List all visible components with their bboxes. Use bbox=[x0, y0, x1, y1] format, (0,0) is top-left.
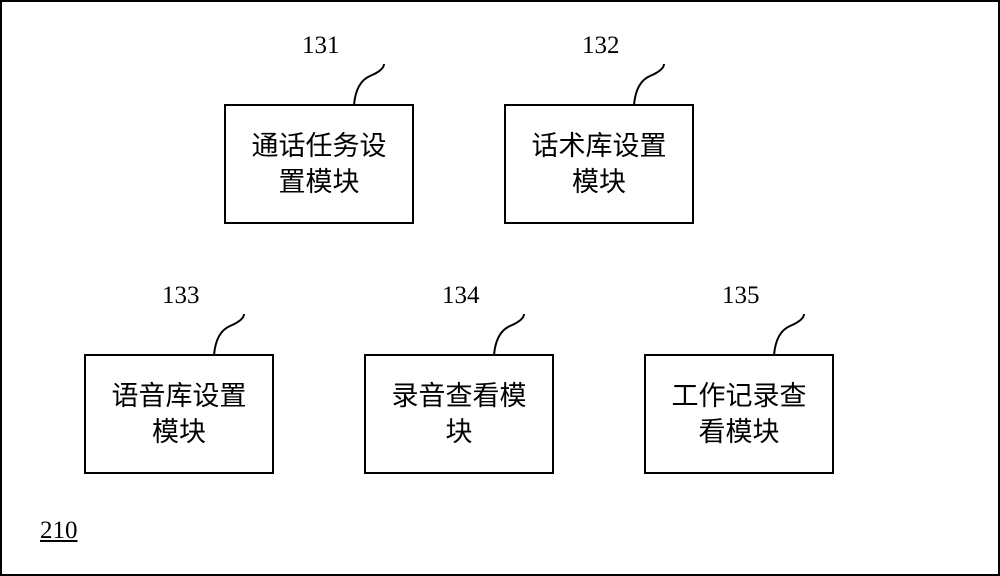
module-box-text: 通话任务设置模块 bbox=[252, 128, 387, 201]
module-label: 135 bbox=[722, 282, 760, 310]
module-box-box131: 通话任务设置模块 bbox=[224, 104, 414, 224]
connector-icon bbox=[352, 62, 392, 107]
connector-icon bbox=[492, 312, 532, 357]
module-label: 134 bbox=[442, 282, 480, 310]
connector-icon bbox=[212, 312, 252, 357]
corner-label: 210 bbox=[40, 517, 78, 545]
diagram-container: 210 通话任务设置模块 131 话术库设置模块 132 语音库设置模块 133 录音查看模… bbox=[0, 0, 1000, 576]
module-box-box133: 语音库设置模块 bbox=[84, 354, 274, 474]
module-label: 131 bbox=[302, 32, 340, 60]
module-box-text: 录音查看模块 bbox=[392, 378, 527, 451]
connector-icon bbox=[632, 62, 672, 107]
module-box-text: 语音库设置模块 bbox=[112, 378, 247, 451]
connector-icon bbox=[772, 312, 812, 357]
module-label: 133 bbox=[162, 282, 200, 310]
module-box-box134: 录音查看模块 bbox=[364, 354, 554, 474]
module-box-box132: 话术库设置模块 bbox=[504, 104, 694, 224]
module-label: 132 bbox=[582, 32, 620, 60]
module-box-box135: 工作记录查看模块 bbox=[644, 354, 834, 474]
module-box-text: 话术库设置模块 bbox=[532, 128, 667, 201]
module-box-text: 工作记录查看模块 bbox=[672, 378, 807, 451]
